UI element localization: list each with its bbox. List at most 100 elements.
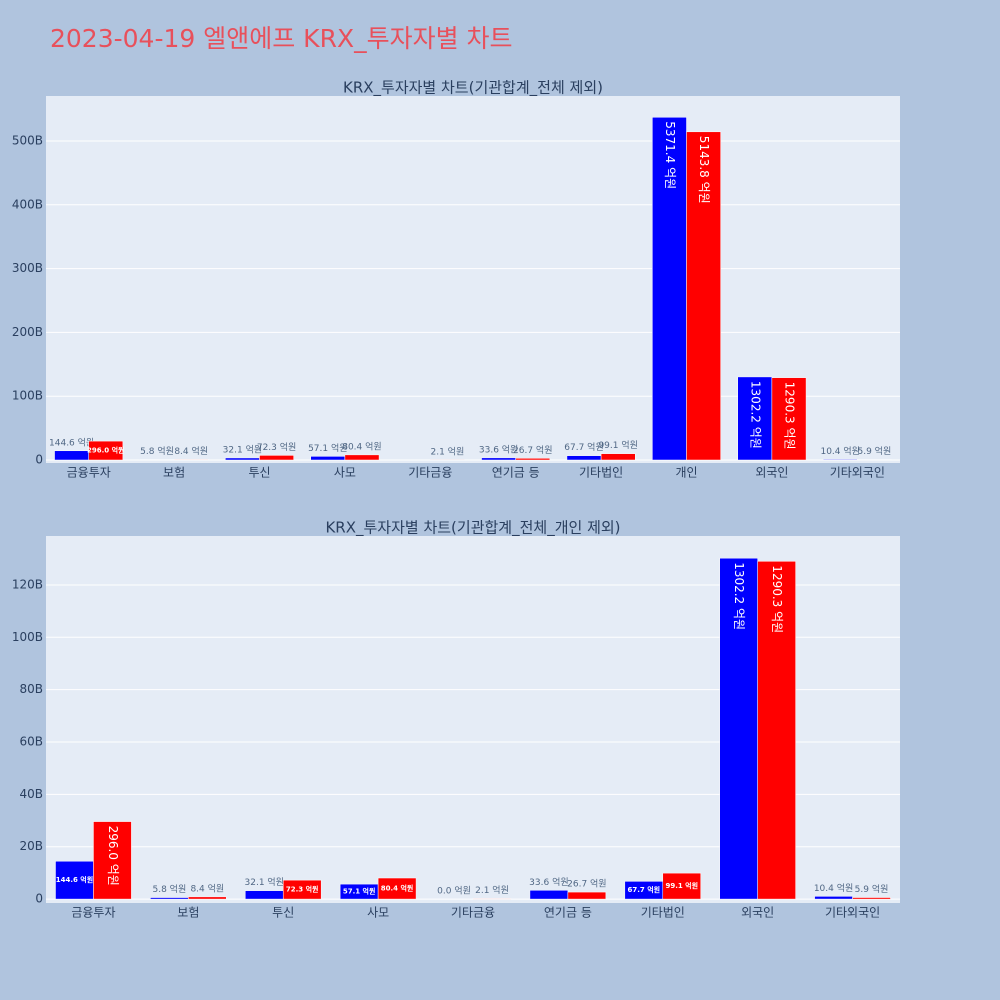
y-tick-label: 120B (12, 577, 43, 591)
x-tick-label: 기타외국인 (825, 906, 880, 920)
x-tick-label: 기타법인 (579, 466, 623, 480)
y-tick-label: 500B (12, 133, 43, 147)
bar-value-label: 33.6 억원 (479, 443, 518, 455)
page-title: 2023-04-19 엘앤에프 KRX_투자자별 차트 (50, 24, 513, 53)
bar (566, 455, 602, 461)
bar (515, 458, 551, 461)
bar (245, 890, 284, 900)
x-tick-label: 사모 (367, 906, 389, 920)
bar-value-label: 57.1 억원 (308, 442, 347, 454)
bar-value-label: 67.7 억원 (628, 885, 661, 894)
bar-value-label: 80.4 억원 (381, 884, 414, 893)
bar (481, 457, 516, 461)
x-tick-label: 사모 (334, 466, 356, 480)
y-tick-label: 300B (12, 261, 43, 275)
bar-value-label: 8.4 억원 (190, 882, 224, 894)
bar-value-label: 26.7 억원 (513, 444, 552, 456)
bar-value-label: 57.1 억원 (343, 887, 376, 896)
x-tick-label: 외국인 (741, 906, 774, 920)
bar (686, 131, 721, 461)
bar-value-label: 144.6 억원 (49, 436, 94, 448)
bar (188, 896, 227, 900)
x-tick-label: 외국인 (755, 466, 788, 480)
bar-value-label: 296.0 억원 (106, 826, 120, 886)
bar (757, 561, 796, 900)
x-tick-label: 보험 (163, 466, 185, 480)
bar-value-label: 1302.2 억원 (732, 562, 746, 630)
bar-value-label: 5143.8 억원 (697, 136, 711, 204)
bar (852, 897, 891, 900)
y-tick-label: 0 (35, 892, 43, 906)
y-tick-label: 400B (12, 197, 43, 211)
bar (529, 890, 569, 900)
y-tick-label: 200B (12, 325, 43, 339)
bar (54, 450, 89, 461)
bar-value-label: 5.8 억원 (152, 883, 186, 895)
bar-value-label: 2.1 억원 (475, 884, 509, 896)
bar (344, 454, 380, 461)
bar-value-label: 33.6 억원 (529, 876, 568, 888)
x-tick-label: 기타법인 (641, 906, 685, 920)
bar-value-label: 26.7 억원 (567, 878, 606, 890)
bar (822, 459, 858, 461)
bar (567, 891, 607, 900)
bar (814, 896, 853, 900)
bar-value-label: 10.4 억원 (820, 445, 859, 457)
y-tick-label: 0 (35, 453, 43, 467)
bar-value-label: 32.1 억원 (245, 876, 284, 888)
bar-value-label: 5.8 억원 (140, 445, 174, 457)
bar-value-label: 0.0 억원 (437, 885, 471, 897)
bar (652, 117, 687, 461)
bar-value-label: 5.9 억원 (855, 883, 889, 895)
x-tick-label: 연기금 등 (492, 466, 540, 480)
bar (737, 376, 773, 461)
y-tick-label: 60B (19, 735, 43, 749)
bar (377, 877, 417, 900)
bar-value-label: 10.4 억원 (814, 882, 853, 894)
bar (310, 456, 346, 461)
bar-value-label: 2.1 억원 (431, 445, 465, 457)
bar (282, 879, 322, 900)
bar-value-label: 67.7 억원 (564, 441, 603, 453)
bar-value-label: 296.0 억원 (87, 446, 124, 455)
x-tick-label: 투신 (248, 466, 270, 480)
y-tick-label: 40B (19, 787, 43, 801)
chart-title: KRX_투자자별 차트(기관합계_전체 제외) (343, 79, 603, 98)
bar (719, 557, 758, 900)
x-tick-label: 연기금 등 (544, 906, 592, 920)
bar-value-label: 1290.3 억원 (770, 565, 784, 633)
bar-value-label: 144.6 억원 (56, 875, 93, 884)
bar-value-label: 72.3 억원 (257, 441, 296, 453)
bar-value-label: 80.4 억원 (342, 440, 381, 452)
bar-value-label: 72.3 억원 (286, 885, 319, 894)
x-tick-label: 기타금융 (451, 906, 495, 920)
bar-value-label: 8.4 억원 (174, 445, 208, 457)
bar (600, 453, 636, 461)
bar (259, 455, 294, 461)
bar (662, 872, 701, 900)
bar (771, 377, 807, 461)
bar (150, 897, 189, 900)
x-tick-label: 기타금융 (408, 466, 452, 480)
bar-value-label: 5.9 억원 (858, 445, 892, 457)
x-tick-label: 기타외국인 (830, 466, 885, 480)
bar-value-label: 1302.2 억원 (748, 381, 762, 449)
bar (173, 459, 209, 461)
bar (88, 440, 124, 461)
x-tick-label: 금융투자 (71, 906, 115, 920)
x-tick-label: 금융투자 (67, 466, 111, 480)
x-tick-label: 개인 (675, 466, 697, 480)
bar (472, 898, 512, 900)
bar-value-label: 99.1 억원 (598, 439, 637, 451)
y-tick-label: 20B (19, 839, 43, 853)
y-tick-label: 100B (12, 389, 43, 403)
bar-value-label: 1290.3 억원 (782, 382, 796, 450)
bar-value-label: 32.1 억원 (223, 443, 262, 455)
bar (225, 457, 260, 461)
y-tick-label: 100B (12, 630, 43, 644)
bar (55, 860, 94, 900)
x-tick-label: 보험 (177, 906, 199, 920)
x-tick-label: 투신 (272, 906, 294, 920)
chart-title: KRX_투자자별 차트(기관합계_전체_개인 제외) (325, 519, 620, 538)
